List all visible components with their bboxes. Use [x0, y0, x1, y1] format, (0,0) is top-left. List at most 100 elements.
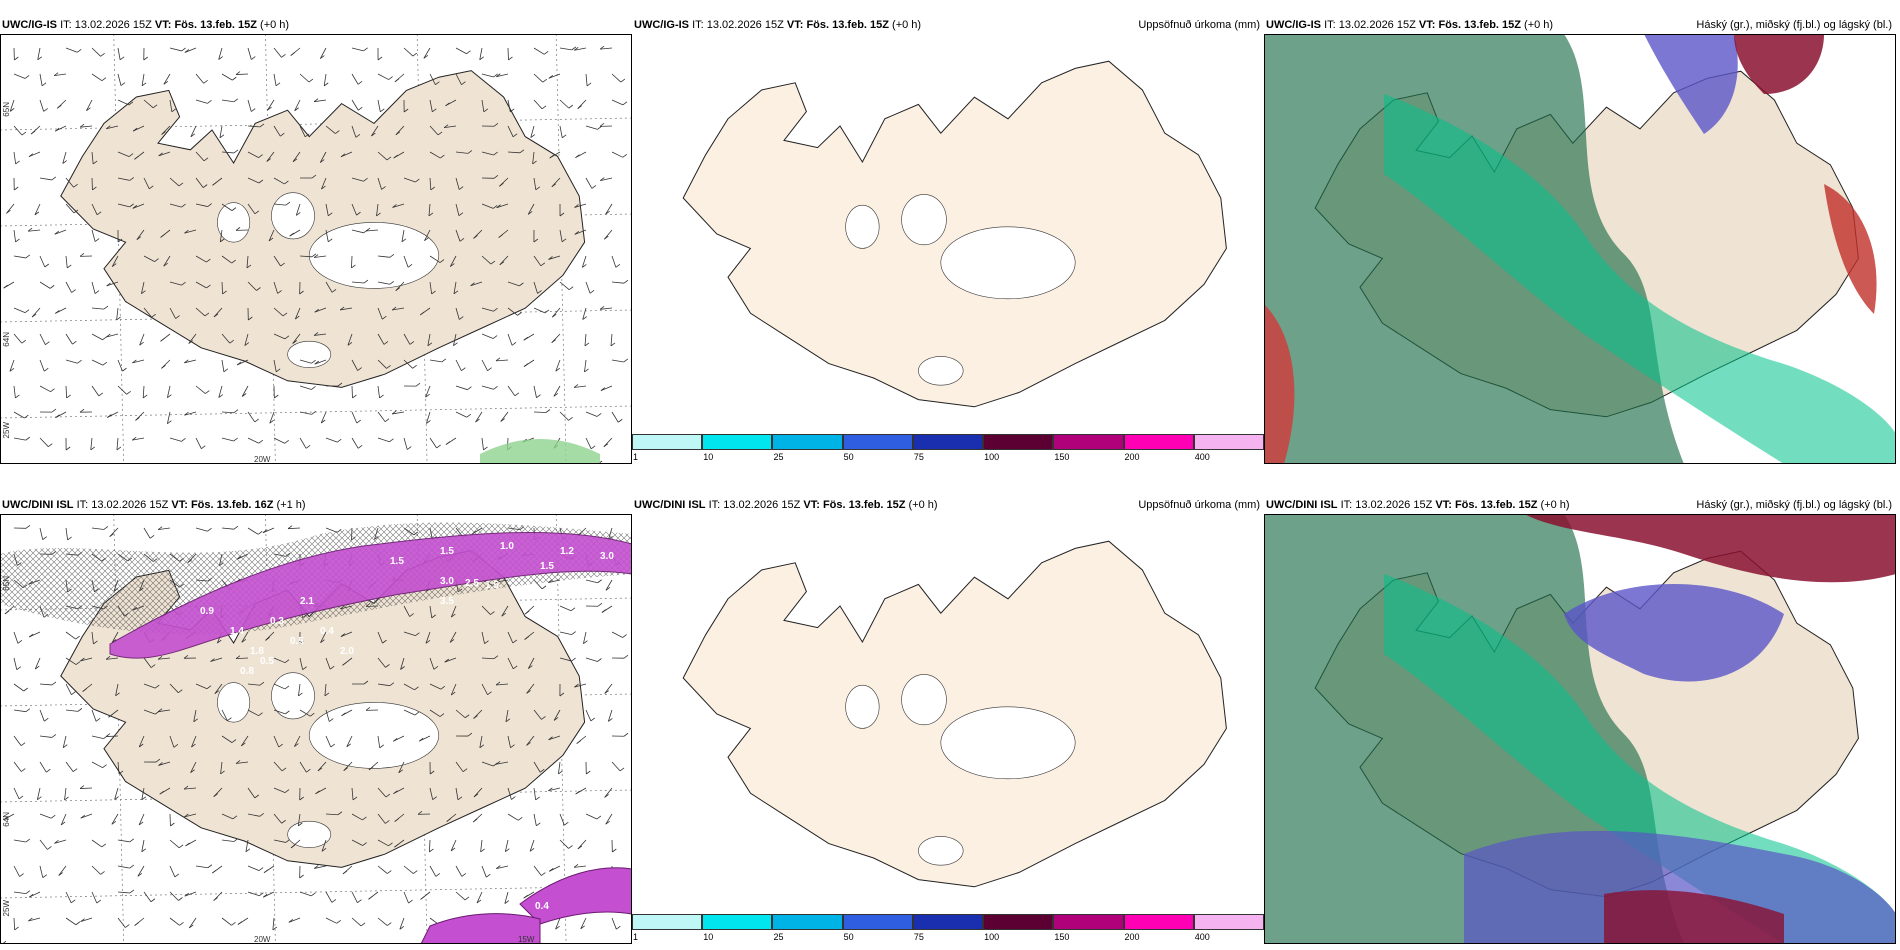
wind-barb — [65, 683, 72, 695]
wind-barb-flag — [582, 316, 587, 320]
lead-time: (+0 h) — [260, 19, 290, 31]
wind-barb — [273, 307, 284, 317]
wind-barb — [273, 255, 281, 267]
wind-barb-flag — [94, 238, 100, 242]
wind-barb-flag — [141, 290, 146, 295]
precip-colorbar: 1 10 25 50 75 100 150 200 400 — [632, 914, 1264, 942]
wind-barb — [429, 359, 442, 363]
wind-barb-flag — [414, 686, 419, 691]
it-label: IT: — [708, 499, 721, 511]
wind-barb-flag — [152, 104, 158, 109]
wind-barb — [455, 229, 461, 242]
wind-barb — [221, 527, 234, 530]
wind-barb — [184, 787, 197, 790]
wind-barb-flag — [432, 108, 437, 113]
wind-barb-flag — [278, 743, 283, 748]
wind-barb — [526, 683, 535, 694]
wind-barb-flag — [346, 743, 352, 748]
wind-barb-flag — [618, 418, 623, 423]
wind-barb-flag — [96, 899, 101, 904]
wind-barb — [184, 813, 197, 818]
wind-barb — [235, 73, 249, 75]
wind-barb-flag — [71, 289, 76, 293]
wind-barb — [585, 411, 598, 417]
wind-barb — [65, 527, 68, 540]
wind-barb — [137, 865, 145, 877]
wind-barb-flag — [134, 155, 139, 160]
glacier — [271, 672, 315, 720]
wind-barb — [247, 47, 252, 60]
wind-barb — [13, 437, 26, 441]
wind-barb-flag — [596, 413, 602, 417]
wind-barb-flag — [486, 873, 491, 878]
wind-barb — [13, 891, 26, 895]
wind-barb-flag — [106, 333, 111, 338]
wind-barb-flag — [445, 102, 450, 107]
wind-barb — [6, 203, 15, 214]
wind-barb-flag — [450, 847, 456, 852]
wind-barb-flag — [189, 924, 194, 929]
wind-barb-flag — [605, 210, 610, 215]
map-frame — [0, 514, 632, 944]
low-cloud-area — [1564, 584, 1784, 682]
wind-barb — [507, 333, 513, 346]
wind-barb — [247, 203, 256, 215]
wind-barb-flag — [181, 47, 186, 52]
wind-barb — [13, 683, 24, 692]
wind-barb — [455, 177, 460, 190]
wind-barb-flag — [106, 282, 111, 287]
wind-barb — [221, 917, 232, 926]
wind-barb — [377, 255, 390, 258]
wind-barb — [91, 151, 94, 164]
wind-barb — [377, 865, 388, 874]
wind-barb — [351, 787, 354, 800]
wind-barb — [320, 411, 327, 424]
wind-barb-flag — [174, 873, 180, 878]
wind-barb — [476, 891, 483, 904]
wind-barb — [314, 99, 327, 103]
wind-barb-flag — [178, 689, 183, 693]
wind-barb-flag — [541, 716, 546, 720]
wind-barb-flag — [263, 869, 269, 873]
wind-barb — [449, 631, 457, 643]
wind-barb-flag — [57, 104, 62, 109]
wind-barb-flag — [284, 659, 290, 664]
wind-barb-flag — [171, 108, 177, 113]
wind-barb-flag — [235, 760, 241, 764]
wind-barb-flag — [342, 870, 348, 875]
wind-barb-flag — [251, 108, 256, 112]
wind-barb-flag — [284, 440, 289, 444]
wind-barb — [314, 307, 327, 313]
wind-barb — [325, 917, 337, 924]
wind-barb-flag — [526, 742, 531, 746]
wind-barb-flag — [227, 717, 232, 722]
wind-barb-flag — [493, 122, 499, 127]
colorbar-swatch — [632, 434, 703, 450]
wind-barb — [377, 813, 386, 824]
panel-header: UWC/IG-IS IT: 13.02.2026 15Z VT: Fös. 13… — [1266, 18, 1894, 32]
wind-barb — [132, 203, 145, 209]
wind-barb-flag — [574, 204, 579, 208]
vt-value: Fös. 13.feb. 15Z — [174, 19, 257, 31]
wind-barb-flag — [450, 691, 456, 696]
wind-barb — [39, 281, 51, 289]
wind-barb — [143, 683, 156, 689]
low-cloud-area — [1464, 830, 1896, 944]
wind-barb — [221, 359, 225, 372]
wind-barb-flag — [102, 764, 107, 768]
wind-barb — [533, 73, 544, 83]
wind-barb-flag — [44, 263, 50, 268]
wind-barb — [190, 761, 197, 773]
wind-barb — [403, 605, 410, 617]
wind-barb — [292, 151, 301, 162]
wind-barb — [298, 683, 301, 696]
wind-barb-flag — [467, 732, 473, 737]
wind-barb-flag — [184, 411, 189, 416]
wind-barb — [584, 333, 587, 346]
wind-barb — [245, 839, 249, 852]
low-cloud-area — [1734, 34, 1824, 94]
wind-barb — [244, 333, 249, 346]
wind-barb-flag — [27, 227, 33, 232]
wind-barb-flag — [67, 536, 72, 541]
vt-value: Fös. 13.feb. 15Z — [1454, 499, 1538, 511]
